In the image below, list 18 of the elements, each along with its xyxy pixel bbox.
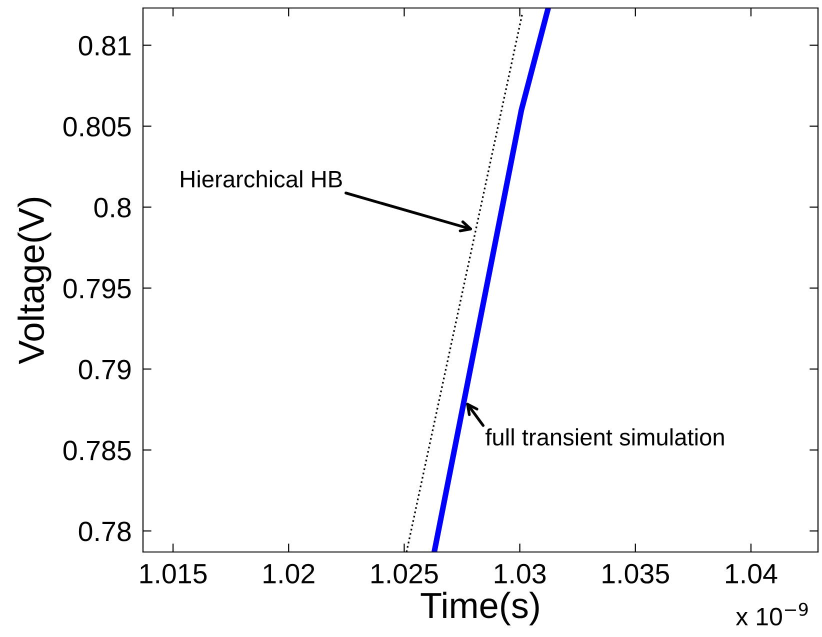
x-tick-label: 1.015 — [140, 564, 207, 584]
x-tick-label: 1.03 — [494, 564, 546, 584]
annotation: full transient simulation — [485, 428, 724, 446]
y-axis-title: Voltage(V) — [18, 198, 52, 364]
x-tick-label: 1.025 — [372, 564, 438, 584]
x-tick-label: 1.02 — [264, 564, 314, 584]
y-tick-label: 0.79 — [78, 360, 131, 380]
y-tick-label: 0.81 — [78, 36, 131, 56]
y-tick-label: 0.805 — [63, 116, 131, 137]
text: x 10$^{−9}$ — [736, 602, 808, 626]
x-tick-label: 1.035 — [602, 564, 669, 584]
x-axis-title: Time(s) — [420, 592, 539, 626]
x-tick-label: 1.04 — [726, 564, 778, 584]
y-tick-label: 0.8 — [94, 198, 131, 218]
y-tick-label: 0.785 — [63, 440, 131, 460]
annotation: Hierarchical HB — [181, 170, 342, 188]
y-tick-label: 0.795 — [63, 278, 131, 298]
y-tick-label: 0.78 — [78, 522, 131, 542]
